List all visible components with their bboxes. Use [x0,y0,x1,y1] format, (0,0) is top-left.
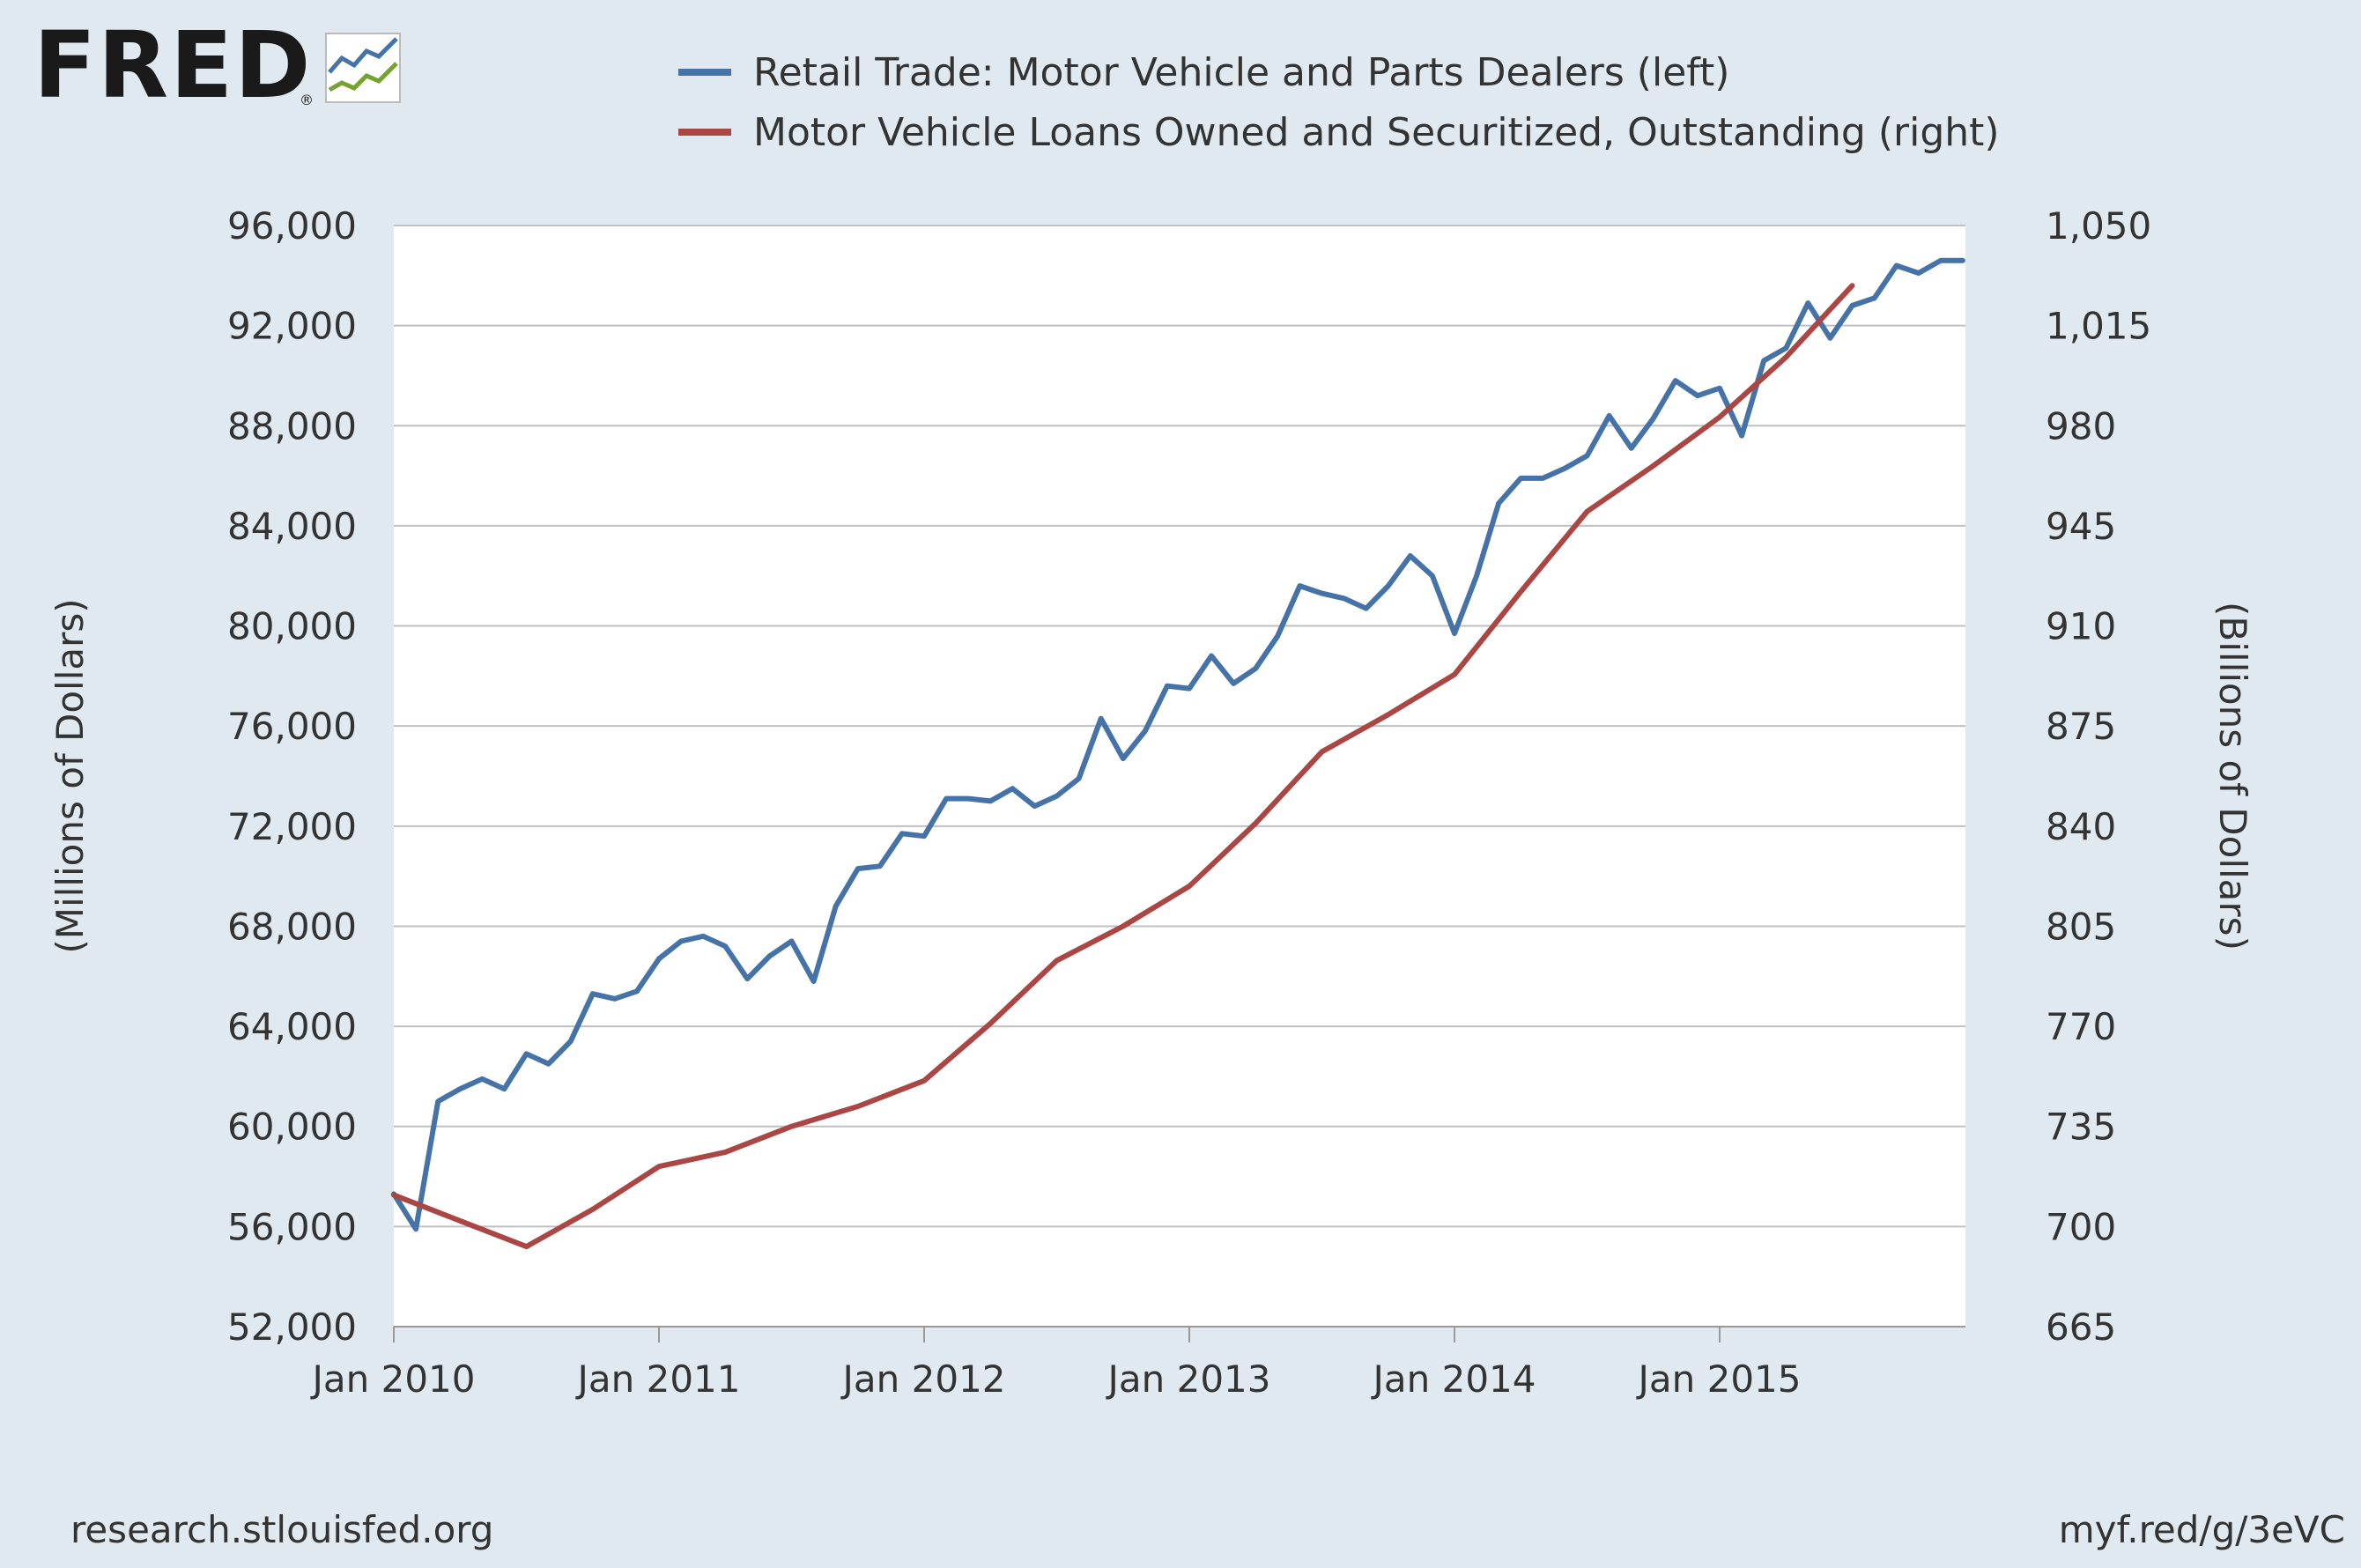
fred-graph-icon [325,33,401,103]
y-left-tick-label: 56,000 [227,1205,357,1248]
x-tick-label: Jan 2013 [1106,1357,1271,1401]
series-lines [391,257,1965,1250]
y-right-tick-label: 665 [2046,1305,2116,1349]
legend-label-retail: Retail Trade: Motor Vehicle and Parts De… [753,50,1729,95]
y-right-tick-label: 875 [2046,705,2116,748]
y-left-tick-label: 64,000 [227,1005,357,1048]
y-axis-left-label: (Millions of Dollars) [48,598,92,953]
y-left-tick-label: 88,000 [227,404,357,447]
y-axis-right: 665 700 735 770 805 840 875 910 945 980 1,015 1,050 [2046,204,2151,1349]
fred-logo-registered: ® [300,92,314,108]
y-right-tick-label: 1,050 [2046,204,2151,248]
y-left-tick-label: 76,000 [227,705,357,748]
series-line-retail-trade [391,257,1965,1232]
y-axis-left: 52,000 56,000 60,000 64,000 68,000 72,000 76,0… [227,204,357,1349]
x-tick-label: Jan 2015 [1636,1357,1802,1401]
y-left-tick-label: 96,000 [227,204,357,248]
y-left-tick-label: 84,000 [227,505,357,548]
y-right-tick-label: 945 [2046,505,2116,548]
footer-source-link[interactable]: research.stlouisfed.org [70,1508,494,1551]
y-left-tick-label: 80,000 [227,605,357,648]
x-tick-label: Jan 2011 [575,1357,741,1401]
y-right-tick-label: 700 [2046,1205,2116,1248]
fred-logo[interactable]: FRED [33,11,313,119]
y-left-tick-label: 72,000 [227,805,357,848]
y-right-tick-label: 1,015 [2046,305,2151,348]
footer-short-link[interactable]: myf.red/g/3eVC [2058,1508,2345,1551]
plot-area [394,226,1965,1327]
legend: Retail Trade: Motor Vehicle and Parts De… [678,50,2000,155]
legend-label-loans: Motor Vehicle Loans Owned and Securitize… [753,110,2000,155]
y-right-tick-label: 910 [2046,605,2116,648]
y-left-tick-label: 52,000 [227,1305,357,1349]
y-axis-right-label: (Billions of Dollars) [2211,602,2254,950]
x-tick-label: Jan 2014 [1371,1357,1536,1401]
x-axis: Jan 2010 Jan 2011 Jan 2012 Jan 2013 Jan 2014… [310,1326,1965,1401]
x-tick-label: Jan 2010 [310,1357,476,1401]
y-right-tick-label: 840 [2046,805,2116,848]
series-line-vehicle-loans [391,283,1855,1250]
y-right-tick-label: 805 [2046,905,2116,948]
x-tick-label: Jan 2012 [840,1357,1006,1401]
y-right-tick-label: 770 [2046,1005,2116,1048]
y-left-tick-label: 60,000 [227,1106,357,1149]
y-right-tick-label: 735 [2046,1106,2116,1149]
y-right-tick-label: 980 [2046,404,2116,447]
y-left-tick-label: 68,000 [227,905,357,948]
y-left-tick-label: 92,000 [227,305,357,348]
